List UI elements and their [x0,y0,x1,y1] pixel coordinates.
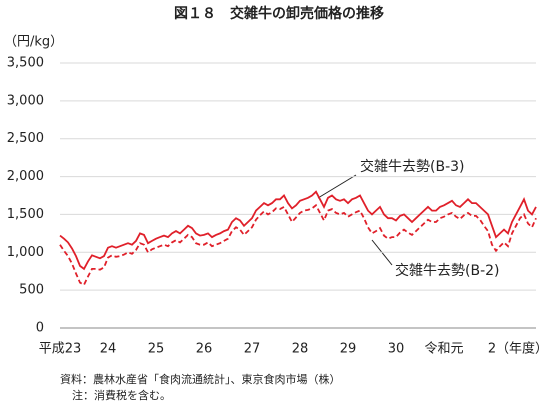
x-tick-label: 27 [244,342,261,357]
x-tick-label: 26 [196,342,213,357]
x-tick-label: 24 [100,342,117,357]
y-tick-label: 3,500 [7,56,44,71]
source-note: 資料：農林水産省「食肉流通統計」、東京食肉市場（株） [60,372,341,386]
footnote: 注：消費税を含む。 [72,388,171,402]
y-tick-label: 2,500 [7,131,44,146]
x-tick-label: 2 [488,342,496,357]
y-tick-label: 0 [36,321,44,336]
leader-line [317,174,357,199]
x-tick-label: 令和元 [424,342,463,357]
series-label: 交雑牛去勢(B-2) [395,262,500,279]
x-tick-label: 30 [388,342,405,357]
series-line [59,190,537,271]
y-axis-label: （円/kg） [4,35,63,50]
x-tick-label: 28 [292,342,309,357]
series-label: 交雑牛去勢(B-3) [360,158,465,175]
x-tick-label: 29 [340,342,357,357]
y-tick-label: 1,500 [7,207,44,222]
series-line [59,203,537,287]
chart-title: 図１８ 交雑牛の卸売価格の推移 [174,5,384,22]
y-tick-label: 1,000 [7,245,44,260]
x-axis-label: （年度） [496,341,548,357]
y-tick-label: 3,000 [7,93,44,108]
x-tick-label: 25 [148,342,165,357]
y-tick-label: 500 [19,283,44,298]
x-tick-label: 平成23 [39,342,82,357]
y-tick-label: 2,000 [7,169,44,184]
